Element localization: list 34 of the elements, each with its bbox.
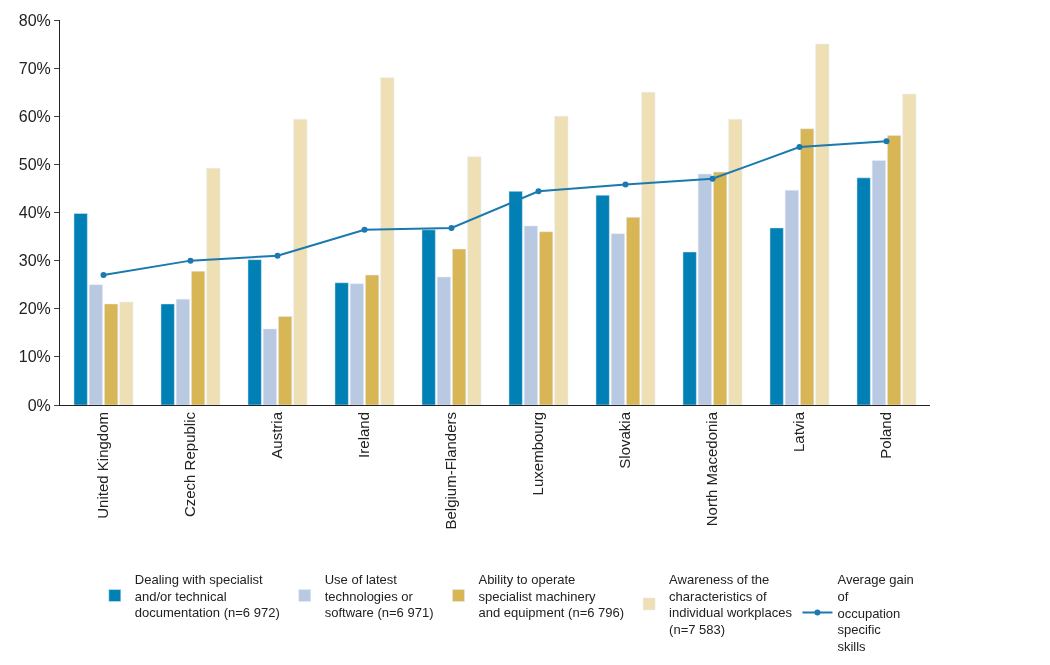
x-tick-label: Ireland [355, 412, 373, 458]
point [100, 272, 107, 279]
y-tick-label: 60% [18, 107, 51, 125]
x-tick-label: United Kingdom [94, 412, 112, 519]
y-tick-label: 50% [18, 155, 51, 173]
point [187, 257, 194, 264]
y-tick-label: 20% [18, 300, 51, 318]
y-tick-label: 10% [18, 348, 51, 366]
legend-label: Use of latest technologies or software (n=6 971) [324, 571, 434, 621]
x-tick-label: Latvia [790, 411, 808, 453]
legend-label: Awareness of the characteristics of individual workplaces (n=7 583) [669, 571, 793, 638]
y-tick-label: 80% [18, 11, 51, 29]
point [448, 224, 455, 231]
x-tick-label: Czech Republic [181, 411, 199, 518]
y-tick-label: 30% [18, 252, 51, 270]
x-tick-label: Poland [877, 412, 895, 459]
point [274, 252, 281, 259]
x-tick-label: Luxembourg [529, 412, 547, 496]
point [883, 138, 890, 145]
point [796, 144, 803, 151]
legend-label: Ability to operate specialist machinery and equipment (n=6 796) [478, 571, 625, 621]
legend-label: Average gain of occupation specific skills [837, 571, 914, 655]
y-tick-label: 70% [18, 59, 51, 77]
legend-label: Dealing with specialist and/or technical documentation (n=6 972) [134, 571, 280, 621]
point [622, 181, 629, 188]
x-tick-label: Slovakia [616, 411, 634, 469]
x-tick-label: Belgium-Flanders [442, 412, 460, 530]
point [709, 175, 716, 182]
y-tick-label: 40% [18, 204, 51, 222]
x-tick-label: Austria [268, 411, 286, 459]
point [535, 188, 542, 195]
x-tick-label: North Macedonia [703, 411, 721, 527]
y-tick-label: 0% [27, 396, 51, 414]
point [361, 226, 368, 233]
